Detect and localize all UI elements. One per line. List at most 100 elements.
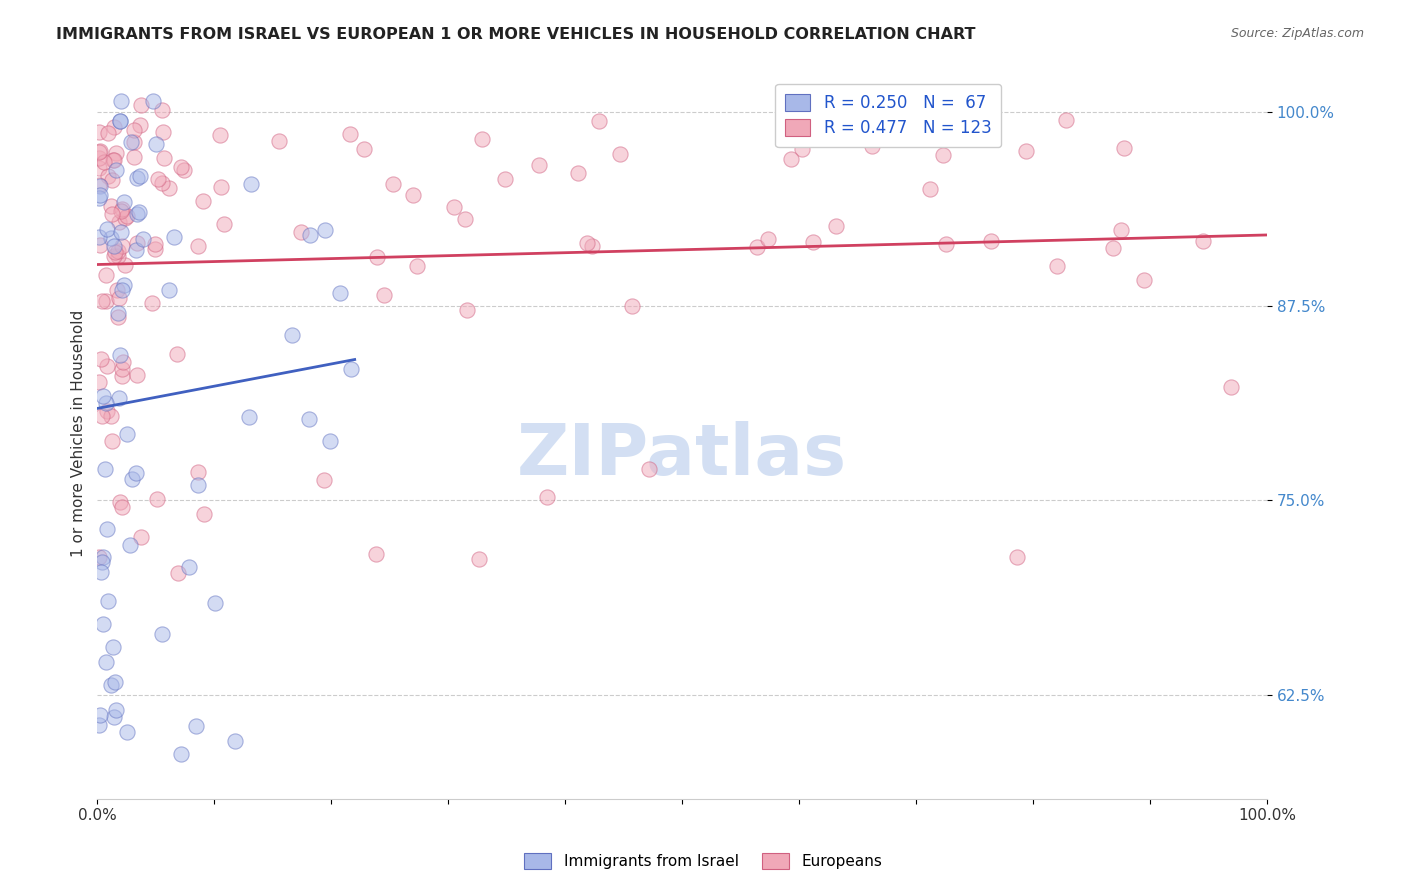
Point xyxy=(364,547,387,561)
Point xyxy=(107,310,129,324)
Point xyxy=(104,245,127,260)
Point xyxy=(108,392,131,406)
Point xyxy=(110,204,132,219)
Point xyxy=(238,409,260,424)
Text: IMMIGRANTS FROM ISRAEL VS EUROPEAN 1 OR MORE VEHICLES IN HOUSEHOLD CORRELATION C: IMMIGRANTS FROM ISRAEL VS EUROPEAN 1 OR … xyxy=(56,27,976,42)
Point xyxy=(108,348,131,362)
Point xyxy=(494,171,516,186)
Point xyxy=(382,178,405,192)
Point xyxy=(803,235,825,250)
Point xyxy=(153,151,176,165)
Point xyxy=(1005,550,1028,565)
Point xyxy=(111,202,134,216)
Point xyxy=(97,126,120,140)
Point xyxy=(366,250,388,264)
Point xyxy=(104,704,127,718)
Point xyxy=(132,232,155,246)
Point xyxy=(150,627,173,641)
Point xyxy=(298,412,321,426)
Point xyxy=(114,211,136,226)
Point xyxy=(576,235,599,250)
Point xyxy=(100,678,122,692)
Point xyxy=(353,142,375,156)
Point xyxy=(103,249,125,263)
Point xyxy=(193,507,215,521)
Point xyxy=(166,347,188,361)
Point xyxy=(932,148,955,162)
Point xyxy=(609,147,631,161)
Point xyxy=(111,362,134,376)
Point xyxy=(87,145,110,159)
Point xyxy=(91,617,114,632)
Point xyxy=(89,151,111,165)
Point xyxy=(918,182,941,196)
Point xyxy=(581,239,603,253)
Point xyxy=(1056,113,1078,128)
Point xyxy=(588,113,610,128)
Point xyxy=(471,132,494,146)
Point xyxy=(110,113,132,128)
Point xyxy=(96,404,118,418)
Point xyxy=(167,566,190,580)
Point xyxy=(159,181,181,195)
Point xyxy=(87,125,110,139)
Point xyxy=(91,294,114,309)
Point xyxy=(179,559,201,574)
Point xyxy=(87,376,110,390)
Point xyxy=(125,466,148,480)
Point xyxy=(89,708,111,723)
Point xyxy=(405,260,427,274)
Point xyxy=(298,227,321,242)
Point xyxy=(101,153,124,168)
Point xyxy=(89,144,111,158)
Point xyxy=(96,221,118,235)
Point xyxy=(146,492,169,507)
Point xyxy=(1133,273,1156,287)
Point xyxy=(111,239,134,253)
Text: Source: ZipAtlas.com: Source: ZipAtlas.com xyxy=(1230,27,1364,40)
Point xyxy=(1102,241,1125,255)
Point xyxy=(1114,141,1136,155)
Point xyxy=(402,187,425,202)
Point xyxy=(150,103,173,118)
Point xyxy=(193,194,215,208)
Point xyxy=(104,146,127,161)
Point xyxy=(127,170,149,185)
Point xyxy=(122,150,145,164)
Point xyxy=(94,656,117,670)
Point xyxy=(745,240,768,254)
Point xyxy=(91,409,114,424)
Point xyxy=(187,465,209,479)
Point xyxy=(567,166,589,180)
Point xyxy=(108,215,131,229)
Point xyxy=(143,242,166,256)
Point xyxy=(125,235,148,250)
Point xyxy=(1109,223,1132,237)
Point xyxy=(980,234,1002,248)
Point xyxy=(94,294,117,309)
Point xyxy=(186,719,208,733)
Point xyxy=(87,229,110,244)
Point xyxy=(1192,234,1215,248)
Point xyxy=(157,284,180,298)
Point xyxy=(107,291,129,305)
Point xyxy=(456,303,478,318)
Point xyxy=(112,355,135,369)
Point xyxy=(318,434,340,449)
Point xyxy=(103,238,125,252)
Point xyxy=(100,199,122,213)
Point xyxy=(141,296,163,310)
Point xyxy=(145,236,167,251)
Point xyxy=(122,123,145,137)
Point xyxy=(110,94,132,108)
Point xyxy=(107,244,129,258)
Point xyxy=(224,734,246,748)
Point xyxy=(790,142,813,156)
Point xyxy=(131,97,153,112)
Point xyxy=(100,409,122,424)
Point xyxy=(208,128,231,142)
Point xyxy=(162,230,184,244)
Point xyxy=(107,306,129,320)
Point xyxy=(204,596,226,610)
Point xyxy=(212,217,235,231)
